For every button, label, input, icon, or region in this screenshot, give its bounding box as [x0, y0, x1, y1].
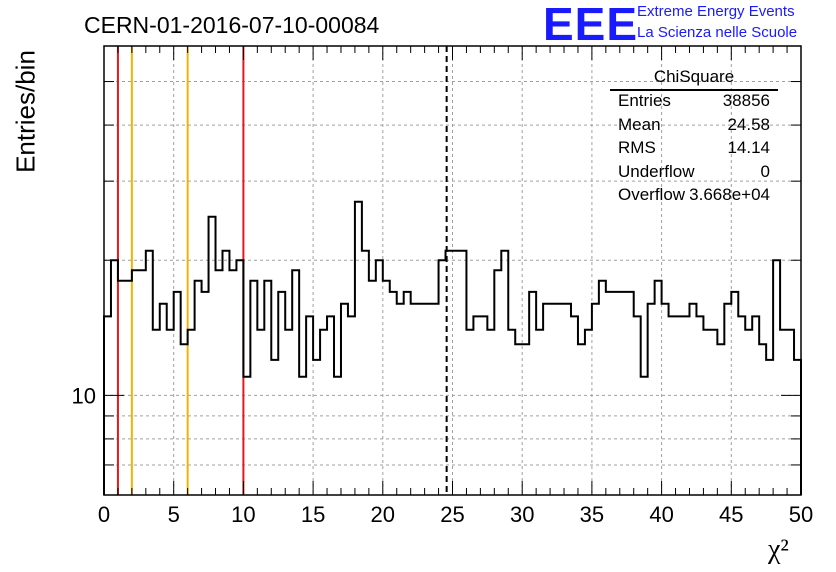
stats-box: ChiSquare Entries 38856 Mean 24.58 RMS 14.1…: [610, 67, 778, 209]
stats-key: RMS: [618, 138, 656, 157]
x-tick-label: 40: [649, 502, 673, 527]
stats-title: ChiSquare: [610, 67, 778, 91]
stats-row: Entries 38856: [610, 91, 778, 115]
stats-value: 24.58: [727, 114, 770, 134]
x-tick-label: 0: [98, 502, 110, 527]
x-tick-label: 15: [301, 502, 325, 527]
stats-key: Overflow: [618, 185, 686, 204]
stats-row: Underflow 0: [610, 162, 778, 186]
stats-value: 38856: [722, 91, 770, 110]
x-tick-label: 45: [719, 502, 743, 527]
stats-row: RMS 14.14: [610, 138, 778, 162]
stats-row: Overflow 3.668e+04: [610, 185, 778, 209]
stats-key: Entries: [618, 91, 671, 110]
x-axis-label: χ²: [768, 534, 789, 565]
stats-value: 3.668e+04: [689, 185, 770, 204]
logo-line-1: Extreme Energy Events: [637, 3, 795, 20]
x-tick-label: 5: [168, 502, 180, 527]
x-tick-label: 20: [371, 502, 395, 527]
stats-value: 0: [760, 161, 770, 181]
histogram-line: [103, 200, 802, 495]
x-tick-label: 10: [231, 502, 255, 527]
chart-title: CERN-01-2016-07-10-00084: [84, 12, 380, 38]
logo-line-2: La Scienza nelle Scuole: [637, 24, 798, 41]
y-tick-label: 10: [72, 383, 96, 408]
stats-value: 14.14: [727, 138, 770, 157]
x-tick-label: 35: [580, 502, 604, 527]
x-tick-label: 50: [789, 502, 813, 527]
stats-key: Mean: [618, 114, 661, 134]
y-axis-label: Entries/bin: [10, 50, 41, 173]
stats-key: Underflow: [618, 161, 695, 181]
x-tick-label: 25: [440, 502, 464, 527]
stats-row: Mean 24.58: [610, 115, 778, 139]
x-tick-label: 30: [510, 502, 534, 527]
eee-logo: EEE: [543, 0, 639, 50]
